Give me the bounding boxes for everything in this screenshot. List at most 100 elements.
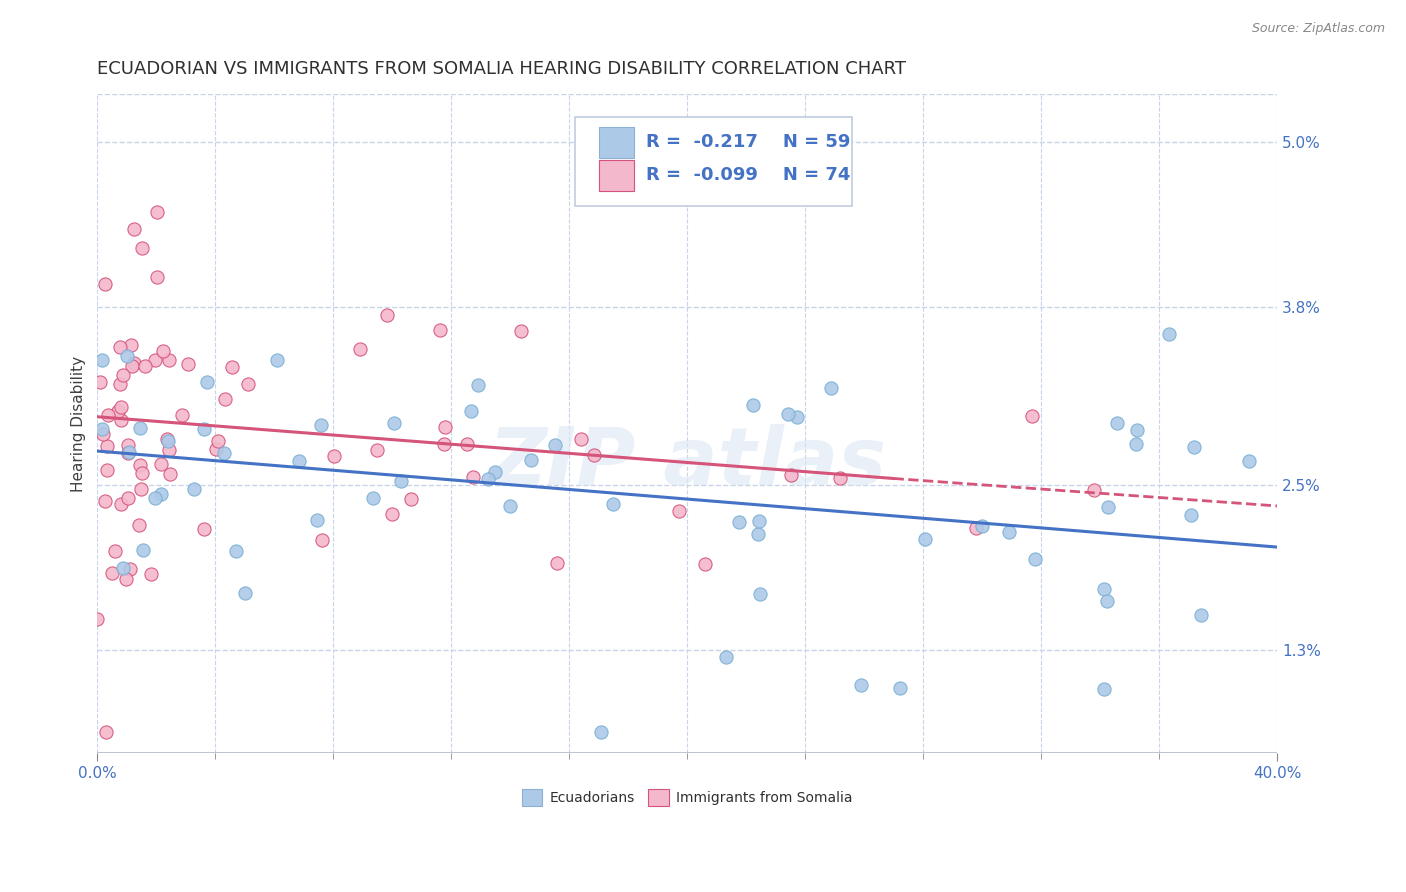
Point — [1021, 409, 1043, 423]
Point — [110, 412, 132, 426]
Point — [433, 437, 456, 451]
Point — [519, 453, 541, 467]
Point — [111, 368, 134, 382]
Point — [128, 458, 150, 472]
Point — [747, 526, 769, 541]
Point — [115, 572, 138, 586]
Point — [361, 491, 384, 506]
Point — [434, 419, 457, 434]
Point — [381, 508, 404, 522]
Point — [889, 681, 911, 696]
Point — [225, 544, 247, 558]
Point — [214, 392, 236, 406]
Point — [311, 533, 333, 548]
Point — [117, 491, 139, 505]
Point — [129, 420, 152, 434]
Point — [207, 434, 229, 448]
Point — [110, 497, 132, 511]
Point — [183, 482, 205, 496]
Point — [120, 338, 142, 352]
Point — [236, 376, 259, 391]
Point — [129, 483, 152, 497]
Point — [569, 432, 592, 446]
Point — [820, 381, 842, 395]
Point — [157, 352, 180, 367]
Point — [742, 398, 765, 412]
Point — [110, 400, 132, 414]
FancyBboxPatch shape — [599, 128, 634, 158]
Point — [112, 561, 135, 575]
Point — [429, 323, 451, 337]
Point — [90, 353, 112, 368]
Point — [108, 376, 131, 391]
Point — [221, 360, 243, 375]
Point — [1092, 582, 1115, 597]
Point — [159, 467, 181, 481]
Point — [86, 612, 108, 626]
Point — [1083, 483, 1105, 498]
FancyBboxPatch shape — [575, 118, 852, 206]
Point — [1125, 437, 1147, 451]
Point — [115, 349, 138, 363]
Point — [778, 407, 800, 421]
Point — [965, 521, 987, 535]
Point — [132, 543, 155, 558]
Point — [307, 513, 329, 527]
Point — [104, 544, 127, 558]
Point — [156, 434, 179, 448]
Point — [546, 556, 568, 570]
Point — [122, 355, 145, 369]
Point — [1189, 608, 1212, 623]
Point — [100, 566, 122, 580]
Point — [1182, 440, 1205, 454]
Point — [510, 324, 533, 338]
Point — [830, 471, 852, 485]
Y-axis label: Hearing Disability: Hearing Disability — [72, 356, 86, 491]
Point — [233, 586, 256, 600]
Point — [97, 408, 120, 422]
Point — [1107, 417, 1129, 431]
Point — [463, 469, 485, 483]
Point — [366, 442, 388, 457]
Point — [1092, 681, 1115, 696]
Point — [94, 494, 117, 508]
Point — [96, 463, 118, 477]
Point — [477, 473, 499, 487]
Point — [134, 359, 156, 373]
Point — [193, 422, 215, 436]
Point — [117, 438, 139, 452]
Point — [108, 339, 131, 353]
Point — [780, 467, 803, 482]
Point — [499, 500, 522, 514]
Point — [972, 519, 994, 533]
Text: R =  -0.099    N = 74: R = -0.099 N = 74 — [645, 167, 851, 185]
Text: ZIP atlas: ZIP atlas — [488, 424, 886, 502]
Point — [94, 277, 117, 292]
Point — [117, 446, 139, 460]
Point — [1239, 453, 1261, 467]
Point — [375, 308, 398, 322]
Point — [748, 514, 770, 528]
Point — [484, 465, 506, 479]
Point — [849, 678, 872, 692]
Point — [591, 725, 613, 739]
Point — [266, 353, 288, 368]
Point — [456, 436, 478, 450]
Point — [143, 491, 166, 505]
Point — [195, 375, 218, 389]
Text: Source: ZipAtlas.com: Source: ZipAtlas.com — [1251, 22, 1385, 36]
Point — [582, 448, 605, 462]
Point — [728, 515, 751, 529]
Point — [128, 517, 150, 532]
Point — [121, 359, 143, 374]
Point — [146, 270, 169, 285]
Point — [309, 417, 332, 432]
Point — [122, 222, 145, 236]
Point — [749, 587, 772, 601]
Point — [96, 439, 118, 453]
Point — [152, 343, 174, 358]
Point — [143, 353, 166, 368]
Point — [118, 445, 141, 459]
Point — [914, 532, 936, 546]
Point — [94, 724, 117, 739]
